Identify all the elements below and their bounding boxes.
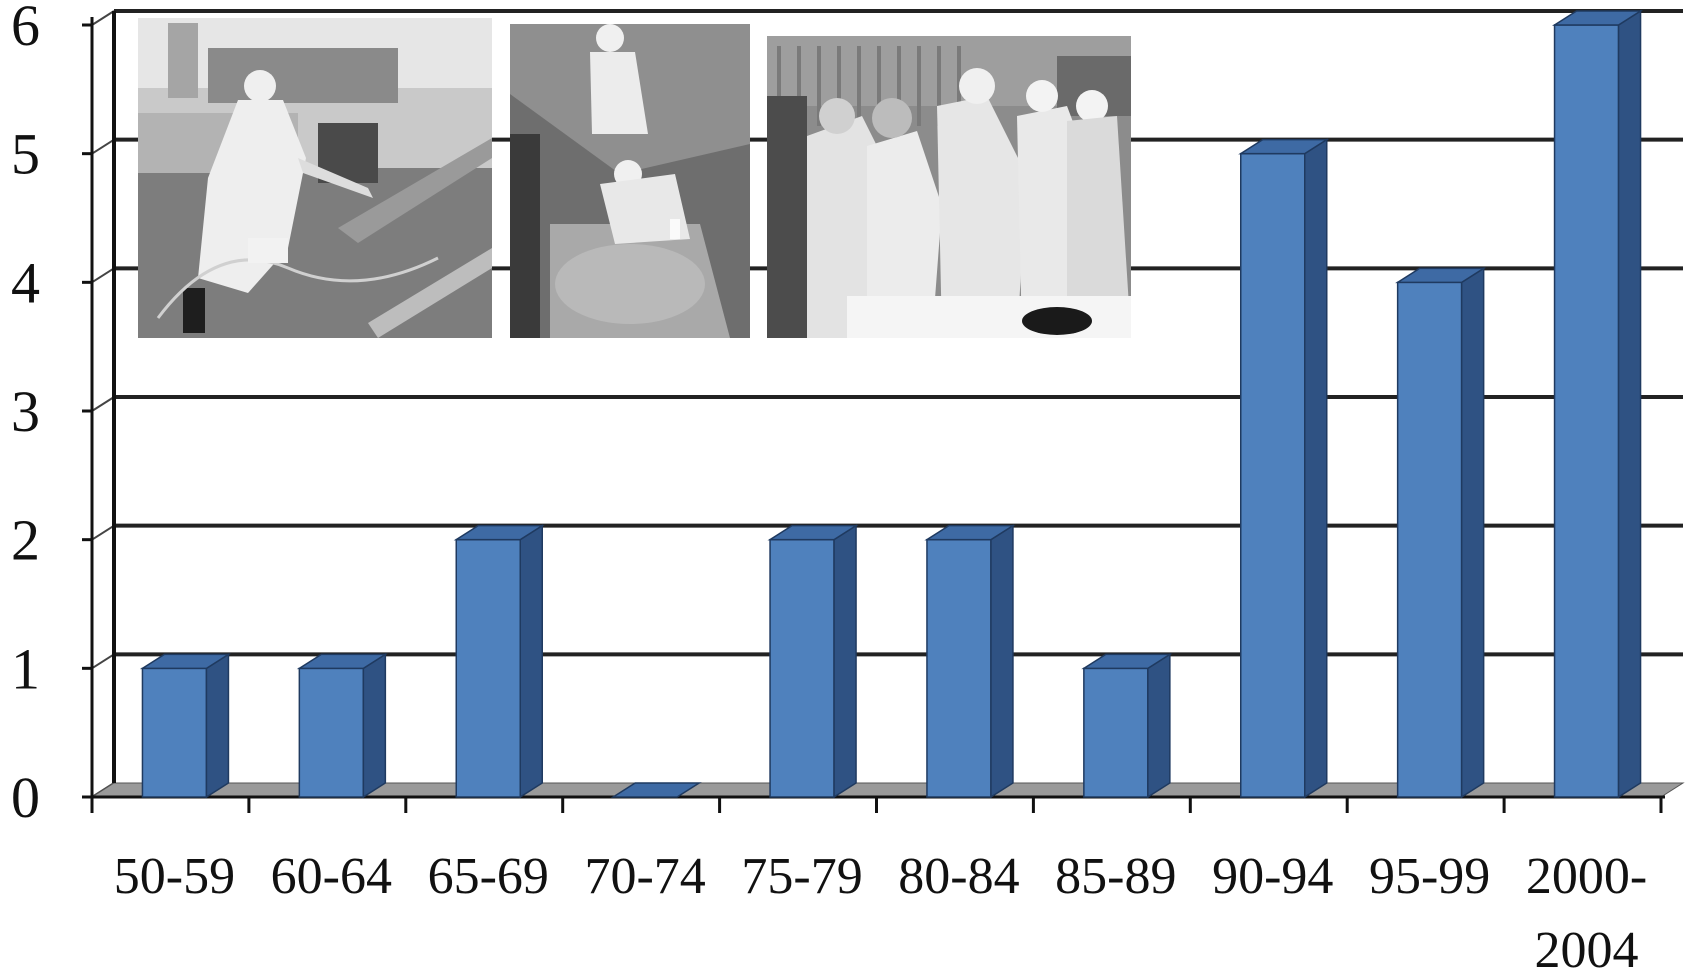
y-tick-label: 2 [11, 508, 40, 573]
gridline-depth-tick [91, 138, 115, 155]
bar-front [1396, 281, 1463, 798]
y-tick-label: 1 [11, 636, 40, 701]
bar-95-99 [1395, 266, 1487, 799]
bar-80-84 [924, 524, 1016, 799]
tick-labels: 0 1 2 3 4 5 6 50-59 60-64 65-69 70-74 75-79 80-84 85-… [11, 0, 1647, 974]
x-tick-label: 50-59 [114, 848, 235, 905]
group-protective-suits-icon [767, 36, 1131, 338]
water-sampling-icon [510, 24, 750, 338]
bar-front [141, 667, 208, 798]
gridline-depth-tick [91, 524, 115, 541]
bar-side [990, 524, 1014, 799]
gridline-depth-tick [91, 10, 115, 26]
x-tick-label: 2004 [1535, 922, 1639, 974]
photo-worker-spraying [138, 18, 492, 338]
bar-side [205, 652, 230, 799]
worker-protective-suit-icon [138, 18, 492, 338]
y-tick-label: 3 [11, 379, 40, 444]
x-tick-label: 95-99 [1369, 848, 1490, 905]
x-tick-label: 80-84 [898, 848, 1019, 905]
bar-front [1083, 667, 1149, 798]
bar-top [924, 524, 1016, 541]
bar-top [453, 524, 545, 541]
y-tick-label: 0 [11, 765, 40, 830]
bar-side [1460, 266, 1485, 799]
y-tick-label: 6 [11, 0, 40, 58]
bar-85-89 [1081, 652, 1173, 799]
bar-side [833, 524, 857, 799]
y-tick-label: 4 [11, 250, 40, 315]
bar-75-79 [767, 524, 859, 799]
x-tick-label: 2000- [1526, 848, 1647, 905]
x-tick-label: 85-89 [1055, 848, 1176, 905]
bar-side [1147, 652, 1171, 799]
bar-top [1081, 653, 1173, 670]
y-tick-label: 5 [11, 122, 40, 187]
bar-top [1395, 267, 1487, 284]
x-tick-label: 90-94 [1212, 848, 1333, 905]
bar-side [362, 652, 387, 799]
x-tick-label: 70-74 [584, 848, 705, 905]
bar-2000-2004 [1551, 9, 1644, 799]
bar-top [767, 524, 859, 541]
bar-front [455, 538, 521, 798]
x-tick-label: 75-79 [741, 848, 862, 905]
bar-70-74 [610, 782, 702, 798]
bar-side [1617, 9, 1642, 799]
bar-50-59 [139, 652, 232, 799]
bar-65-69 [453, 524, 545, 799]
bar-side [1304, 138, 1328, 799]
photo-water-sampling [510, 24, 750, 338]
x-tick-label: 60-64 [271, 848, 392, 905]
gridline-depth-tick [91, 267, 115, 284]
bar-front [298, 667, 365, 798]
bar-top [139, 653, 232, 670]
bar-top [1551, 10, 1644, 26]
bar-90-94 [1238, 138, 1330, 799]
x-tick-label: 65-69 [428, 848, 549, 905]
photo-group-suits [767, 36, 1131, 338]
bar-front [1240, 152, 1306, 798]
bar-top [1238, 138, 1330, 155]
bar-60-64 [296, 652, 388, 799]
gridline-depth-tick [91, 653, 115, 670]
bar-front [1553, 24, 1620, 798]
bar-front [769, 538, 835, 798]
gridline-depth-tick [91, 396, 115, 412]
bars [139, 9, 1644, 799]
bar-front [926, 538, 992, 798]
bar-top [296, 653, 388, 670]
bar-top [610, 782, 702, 798]
bar-side [519, 524, 543, 799]
